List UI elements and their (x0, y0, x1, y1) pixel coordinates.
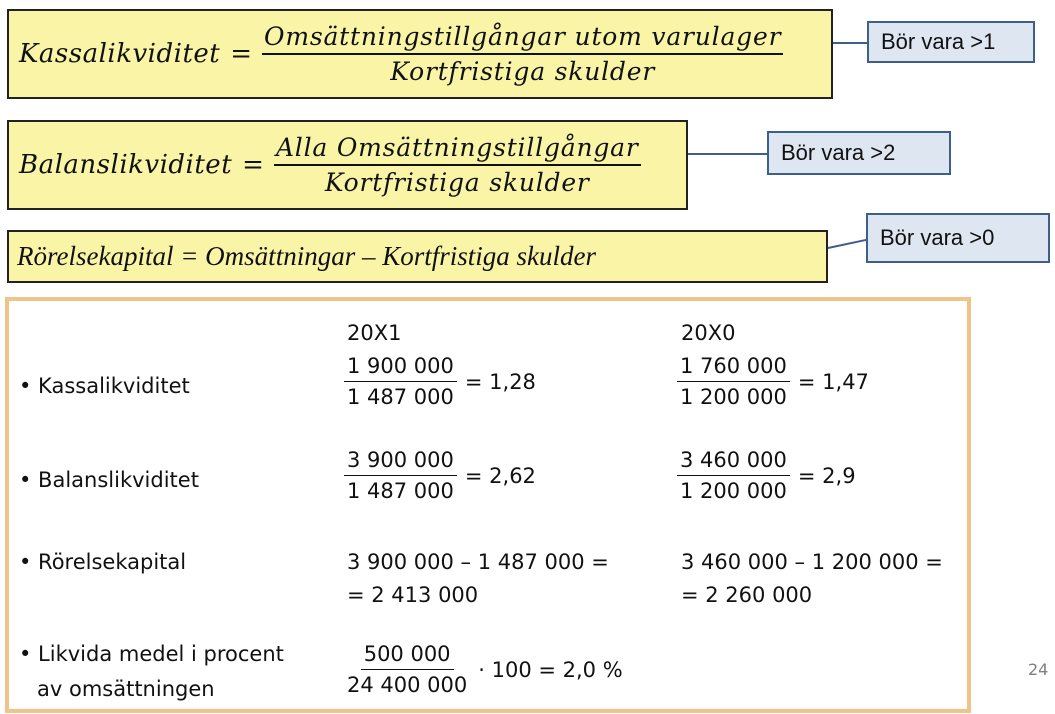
fraction: 1 760 000 1 200 000 (677, 354, 790, 409)
callout-connector (688, 153, 768, 155)
row-label-balanslikviditet: • Balanslikviditet (19, 468, 199, 492)
denominator: 1 200 000 (680, 479, 787, 503)
balanslikviditet-formula-box: Balanslikviditet = Alla Omsättningstillg… (7, 120, 688, 210)
row-label-likvida-medel: • Likvida medel i procent (19, 642, 284, 666)
callout-rorelsekapital: Bör vara >0 (866, 213, 1050, 263)
numerator: 500 000 (360, 642, 454, 670)
kassalikviditet-formula-box: Kassalikviditet = Omsättningstillgångar … (7, 9, 833, 99)
result: = 2,62 (464, 463, 536, 488)
page-number: 24 (1028, 660, 1049, 679)
fraction: 3 900 000 1 487 000 (344, 448, 457, 503)
fraction: 3 460 000 1 200 000 (677, 448, 790, 503)
rorelse-20x0-line2: = 2 260 000 (681, 583, 813, 607)
formula-label: Balanslikviditet (19, 150, 233, 180)
rorelse-20x1-line2: = 2 413 000 (347, 583, 479, 607)
equals-sign: = (230, 39, 253, 69)
year-header-20x1: 20X1 (347, 321, 402, 345)
rorelse-20x0-line1: 3 460 000 – 1 200 000 = (681, 550, 943, 574)
callout-text: Bör vara >0 (880, 225, 995, 250)
formula-denominator: Kortfristiga skulder (324, 168, 590, 197)
equals-sign: = (242, 150, 264, 180)
balans-20x1-calc: 3 900 000 1 487 000 = 2,62 (344, 448, 536, 503)
denominator: 1 487 000 (347, 385, 454, 409)
rorelse-20x1-line1: 3 900 000 – 1 487 000 = (347, 550, 609, 574)
formula-numerator: Alla Omsättningstillgångar (273, 133, 641, 166)
denominator: 1 487 000 (347, 479, 454, 503)
formula-numerator: Omsättningstillgångar utom varulager (262, 22, 784, 55)
fraction: 1 900 000 1 487 000 (344, 354, 457, 409)
callout-connector (827, 238, 868, 249)
formula-fraction: Alla Omsättningstillgångar Kortfristiga … (273, 133, 641, 197)
rorelsekapital-formula-box: Rörelsekapital = Omsättningar – Kortfris… (7, 230, 828, 283)
result: · 100 = 2,0 % (478, 657, 623, 682)
kassa-20x1-calc: 1 900 000 1 487 000 = 1,28 (344, 354, 536, 409)
likvida-20x1-calc: 500 000 24 400 000 · 100 = 2,0 % (344, 642, 623, 697)
result: = 1,28 (464, 369, 536, 394)
numerator: 1 900 000 (344, 354, 457, 382)
kassa-20x0-calc: 1 760 000 1 200 000 = 1,47 (677, 354, 869, 409)
numerator: 3 460 000 (677, 448, 790, 476)
callout-balanslikviditet: Bör vara >2 (767, 131, 951, 175)
callout-kassalikviditet: Bör vara >1 (867, 21, 1035, 63)
formula-expression: Rörelsekapital = Omsättningar – Kortfris… (17, 241, 596, 271)
result: = 2,9 (797, 463, 856, 488)
year-header-20x0: 20X0 (681, 321, 736, 345)
denominator: 1 200 000 (680, 385, 787, 409)
denominator: 24 400 000 (347, 673, 468, 697)
row-label-likvida-medel-line2: av omsättningen (37, 677, 215, 701)
callout-text: Bör vara >1 (881, 29, 996, 54)
result: = 1,47 (797, 369, 869, 394)
fraction: 500 000 24 400 000 (344, 642, 470, 697)
balans-20x0-calc: 3 460 000 1 200 000 = 2,9 (677, 448, 856, 503)
row-label-rorelsekapital: • Rörelsekapital (19, 550, 187, 574)
numerator: 3 900 000 (344, 448, 457, 476)
callout-text: Bör vara >2 (781, 140, 896, 165)
formula-fraction: Omsättningstillgångar utom varulager Kor… (262, 22, 784, 86)
calculation-panel: 20X1 20X0 • Kassalikviditet 1 900 000 1 … (5, 297, 971, 713)
formula-label: Kassalikviditet (19, 39, 221, 69)
callout-connector (833, 42, 869, 44)
row-label-kassalikviditet: • Kassalikviditet (19, 374, 190, 398)
numerator: 1 760 000 (677, 354, 790, 382)
formula-denominator: Kortfristiga skulder (390, 57, 656, 86)
